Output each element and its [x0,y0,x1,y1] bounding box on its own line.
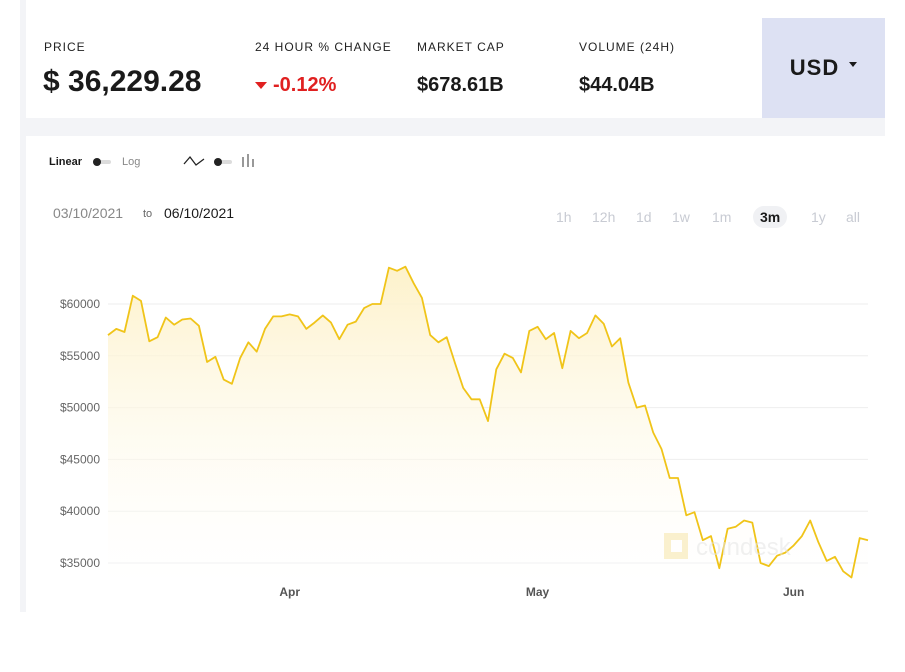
down-arrow-icon [255,82,267,90]
price-area [108,266,868,585]
chevron-down-icon [849,61,858,67]
chart-type-toggle[interactable] [214,158,232,166]
scale-toggle-knob [93,158,101,166]
y-tick-label: $35000 [60,556,100,570]
coindesk-watermark: coindesk [664,533,792,561]
y-tick-label: $50000 [60,401,100,415]
chart-type-toggle-knob [214,158,222,166]
y-tick-label: $45000 [60,452,100,466]
stats-bar: PRICE $ 36,229.28 24 HOUR % CHANGE -0.12… [26,18,762,118]
x-tick-label: Apr [279,585,300,599]
x-tick-label: Jun [783,585,804,599]
x-tick-label: May [526,585,550,599]
range-1y[interactable]: 1y [811,209,826,225]
market-cap-label: MARKET CAP [417,40,505,54]
candlestick-icon[interactable] [241,154,257,168]
range-12h[interactable]: 12h [592,209,616,225]
currency-dropdown[interactable]: USD [762,18,885,118]
change-value: -0.12% [255,74,336,97]
volume-label: VOLUME (24H) [579,40,676,54]
watermark-text: coindesk [696,534,792,561]
date-from[interactable]: 03/10/2021 [53,205,124,221]
y-tick-label: $60000 [60,297,100,311]
currency-selected: USD [789,55,840,80]
y-tick-label: $55000 [60,349,100,363]
section-divider [26,118,885,136]
range-1m[interactable]: 1m [712,209,732,225]
price-value: $ 36,229.28 [43,65,202,98]
range-1d[interactable]: 1d [636,209,652,225]
market-cap-value: $678.61B [417,74,504,96]
range-3m[interactable]: 3m [753,206,788,228]
price-label: PRICE [44,40,86,54]
range-1h[interactable]: 1h [556,209,572,225]
linear-label[interactable]: Linear [49,156,83,168]
change-label: 24 HOUR % CHANGE [255,40,392,54]
scale-toggle[interactable] [93,158,111,166]
range-all[interactable]: all [846,209,861,225]
volume-value: $44.04B [579,74,655,96]
line-chart-icon[interactable] [183,154,205,168]
log-label[interactable]: Log [122,156,141,168]
range-1w[interactable]: 1w [672,209,690,225]
change-percent: -0.12% [273,74,337,96]
price-line [107,265,869,579]
y-tick-label: $40000 [60,504,100,518]
date-separator: to [143,208,153,220]
date-to[interactable]: 06/10/2021 [164,205,235,221]
left-border [20,0,26,612]
